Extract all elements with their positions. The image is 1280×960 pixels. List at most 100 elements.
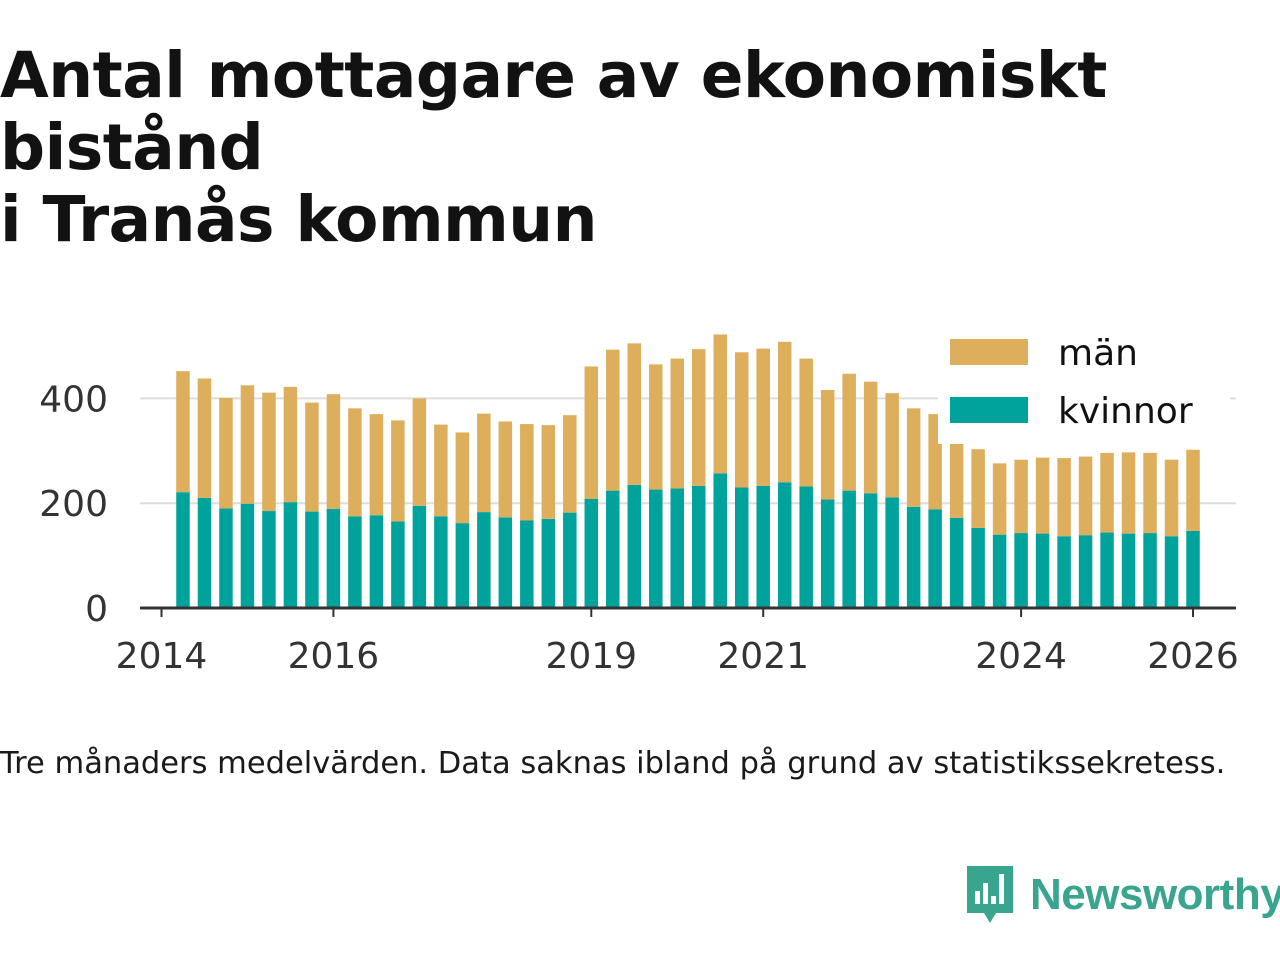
legend-swatch-man (950, 339, 1028, 365)
bar-kvinnor-35 (928, 509, 942, 608)
bar-kvinnor-27 (756, 485, 770, 608)
bar-kvinnor-44 (1121, 533, 1136, 608)
bar-kvinnor-13 (455, 523, 470, 608)
chart: 0 200 400 2014 2016 2019 2021 2024 2026 män kvinn… (39, 324, 1239, 677)
bar-kvinnor-39 (1014, 533, 1028, 608)
bar-man-47 (1186, 449, 1200, 531)
bar-man-42 (1078, 456, 1093, 536)
bar-man-4 (262, 392, 276, 512)
bar-kvinnor-14 (477, 512, 491, 608)
y-tick-label-400: 400 (39, 379, 108, 420)
bar-man-22 (649, 364, 663, 490)
bar-kvinnor-36 (949, 517, 964, 608)
bar-kvinnor-21 (627, 484, 642, 608)
bar-kvinnor-40 (1035, 533, 1050, 608)
bar-man-12 (434, 424, 448, 517)
bar-man-7 (326, 394, 341, 509)
bar-kvinnor-29 (799, 486, 813, 608)
chart-title-line-1: Antal mottagare av ekonomiskt bistånd (0, 39, 1107, 184)
legend-label-kvinnor: kvinnor (1058, 391, 1193, 432)
brand-name: Newsworthy (1030, 870, 1280, 919)
chart-title-line-2: i Tranås kommun (0, 183, 597, 256)
bar-kvinnor-20 (606, 490, 620, 608)
bar-kvinnor-38 (992, 534, 1007, 608)
bar-kvinnor-37 (971, 527, 985, 608)
bar-man-9 (369, 414, 384, 516)
bar-man-34 (906, 408, 921, 507)
bar-man-23 (670, 358, 685, 489)
bar-kvinnor-33 (885, 497, 899, 608)
bar-man-8 (348, 408, 362, 517)
legend-swatch-kvinnor (950, 397, 1028, 423)
bar-man-32 (863, 381, 878, 494)
bar-kvinnor-4 (262, 511, 276, 608)
bar-man-44 (1121, 452, 1136, 534)
bar-man-10 (391, 420, 405, 522)
bar-man-3 (240, 385, 255, 504)
bar-man-18 (563, 415, 577, 513)
chart-title: Antal mottagare av ekonomiskt bistånd i … (0, 40, 1280, 256)
brand-logo: Newsworthy (964, 862, 1280, 928)
bar-kvinnor-9 (369, 515, 384, 608)
x-tick-label-2026: 2026 (1147, 636, 1239, 677)
bar-kvinnor-23 (670, 488, 685, 608)
bar-kvinnor-0 (176, 492, 190, 608)
legend: män kvinnor (938, 324, 1230, 444)
bar-kvinnor-22 (649, 489, 663, 608)
bar-man-39 (1014, 459, 1028, 534)
bar-kvinnor-46 (1164, 536, 1179, 608)
bars-layer (176, 334, 1200, 608)
bar-man-27 (756, 348, 770, 486)
bar-kvinnor-32 (863, 493, 878, 608)
bar-kvinnor-3 (240, 503, 255, 608)
x-tick-label-2024: 2024 (975, 636, 1067, 677)
bar-man-41 (1057, 458, 1071, 537)
bar-man-25 (713, 334, 727, 474)
bar-man-17 (541, 425, 556, 519)
bar-kvinnor-10 (391, 521, 405, 608)
bar-man-2 (219, 397, 233, 509)
bar-man-43 (1100, 452, 1114, 533)
bar-man-46 (1164, 459, 1179, 537)
bar-man-37 (971, 449, 985, 528)
bar-man-19 (584, 366, 599, 500)
bar-man-28 (777, 341, 792, 483)
bar-man-20 (606, 349, 620, 491)
bar-kvinnor-31 (842, 490, 856, 608)
bar-kvinnor-1 (197, 497, 212, 608)
bar-man-30 (820, 390, 835, 500)
bar-kvinnor-2 (219, 508, 233, 608)
bar-kvinnor-19 (584, 499, 599, 608)
x-tick-label-2014: 2014 (116, 636, 208, 677)
bar-kvinnor-12 (434, 516, 448, 608)
bar-man-45 (1143, 452, 1157, 534)
bar-man-11 (412, 398, 427, 506)
bar-man-40 (1035, 457, 1050, 534)
bar-kvinnor-45 (1143, 533, 1157, 608)
bar-kvinnor-11 (412, 505, 427, 608)
newsworthy-logo-icon (967, 866, 1013, 923)
bar-man-6 (305, 402, 319, 512)
bar-kvinnor-8 (348, 516, 362, 608)
bar-man-5 (283, 386, 298, 503)
bar-man-29 (799, 358, 813, 487)
bar-kvinnor-16 (520, 520, 534, 608)
axis-layer: 0 200 400 2014 2016 2019 2021 2024 2026 (39, 379, 1239, 677)
bar-man-36 (949, 426, 964, 518)
bar-man-26 (734, 352, 749, 488)
chart-caption: Tre månaders medelvärden. Data saknas ib… (0, 746, 1226, 781)
bar-man-31 (842, 373, 856, 491)
bar-man-24 (691, 349, 706, 486)
x-tick-label-2016: 2016 (288, 636, 380, 677)
bar-man-15 (498, 421, 513, 518)
bar-kvinnor-15 (498, 517, 513, 608)
bar-kvinnor-18 (563, 512, 577, 608)
bar-kvinnor-28 (777, 482, 792, 608)
bar-man-0 (176, 371, 190, 493)
bar-kvinnor-43 (1100, 532, 1114, 608)
bar-kvinnor-30 (820, 499, 835, 608)
y-tick-label-200: 200 (39, 484, 108, 525)
bar-kvinnor-6 (305, 511, 319, 608)
bar-kvinnor-26 (734, 487, 749, 608)
bar-man-16 (520, 424, 534, 521)
